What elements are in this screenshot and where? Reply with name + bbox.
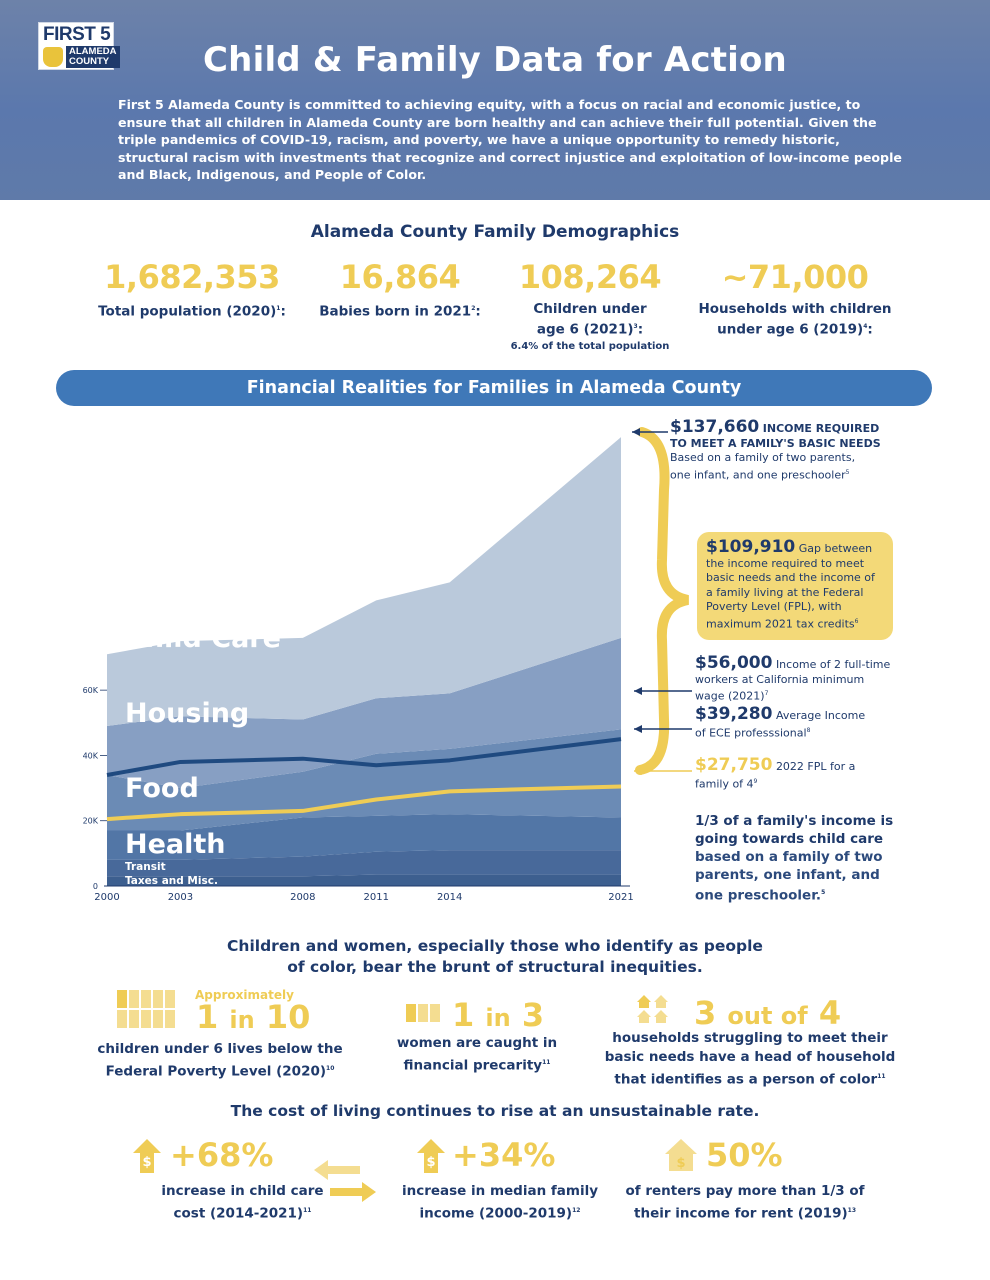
financial-area-chart: 2000 2003 2008 2011 2014 2021 0 20K 40K 60K Child… <box>83 427 692 903</box>
stat-value: ~71,000 <box>721 258 869 296</box>
stat-babies-born: 16,864 Babies born in 20212: <box>300 258 500 321</box>
stat-label: Households with children under age 6 (201… <box>698 301 892 338</box>
family-income-increase-label: increase in median family income (2000-20… <box>401 1183 599 1222</box>
child-care-increase-stat: +68% <box>170 1136 274 1174</box>
stat-label: Total population (2020)1: <box>98 303 286 320</box>
x-tick-label: 2008 <box>290 892 315 903</box>
y-tick-label: 0 <box>93 882 98 891</box>
one-in-three-stat: 1 in 3 <box>452 996 545 1034</box>
y-tick-label: 60K <box>83 686 99 695</box>
area-transit <box>107 850 621 877</box>
stat-total-population: 1,682,353 Total population (2020)1: <box>92 258 292 321</box>
area-label: Child Care <box>125 623 281 654</box>
ece-income-line <box>106 737 622 777</box>
dollar-up-arrow-icon-2: $ <box>417 1139 445 1173</box>
annotation-fpl: $27,750 2022 FPL for a family of 49 <box>695 755 856 791</box>
dollar-up-arrow-icon: $ <box>133 1139 161 1173</box>
houses-icon <box>637 995 668 1023</box>
svg-text:$: $ <box>426 1155 435 1170</box>
approximately-label: Approximately <box>195 988 294 1002</box>
logo-text: FIRST 5 <box>43 24 111 45</box>
x-tick-label: 2021 <box>608 892 633 903</box>
annotation-income-required: $137,660 INCOME REQUIRED TO MEET A FAMIL… <box>670 417 881 482</box>
page-title: Child & Family Data for Action <box>203 40 787 80</box>
intro-paragraph: First 5 Alameda County is committed to a… <box>118 97 902 183</box>
stat-sub: 6.4% of the total population <box>510 340 670 352</box>
child-care-increase-label: increase in child care cost (2014-2021)11 <box>161 1183 324 1222</box>
area-label: Transit <box>125 861 166 873</box>
area-child-care <box>107 437 621 727</box>
three-of-four-stat: 3 out of 4 <box>694 994 842 1032</box>
area-label: Food <box>125 773 199 804</box>
one-in-ten-stat: 1 in 10 <box>196 998 311 1036</box>
child-care-share-note: 1/3 of a family's income is going toward… <box>695 813 894 904</box>
arrow-ece-head <box>634 725 642 733</box>
one-in-ten-label: children under 6 lives below the Federal … <box>97 1041 343 1080</box>
svg-text:$: $ <box>676 1156 685 1171</box>
hand-icon <box>43 47 63 67</box>
y-tick-label: 40K <box>83 751 99 760</box>
y-tick-label: 20K <box>83 817 99 826</box>
renters-label: of renters pay more than 1/3 of their inc… <box>625 1183 865 1222</box>
area-label: Housing <box>125 698 249 729</box>
area-health <box>107 814 621 860</box>
arrow-required-head <box>632 428 640 436</box>
financial-banner: Financial Realities for Families in Alam… <box>56 370 932 406</box>
stat-label: Babies born in 20212: <box>319 303 481 320</box>
exchange-arrows-icon <box>314 1160 376 1202</box>
stat-value: 1,682,353 <box>104 258 280 296</box>
stat-label: Children under age 6 (2021)3: <box>533 301 647 338</box>
area-taxes-and-misc- <box>107 874 621 886</box>
annotation-gap-box: $109,910 Gap between the income required… <box>697 532 893 640</box>
area-housing <box>107 637 621 789</box>
demographics-title: Alameda County Family Demographics <box>310 222 680 242</box>
header-section: FIRST 5 ALAMEDA COUNTY Child & Family Dat… <box>0 0 990 200</box>
women-icon <box>406 1004 446 1022</box>
renters-stat: 50% <box>706 1136 783 1174</box>
x-tick-label: 2011 <box>364 892 389 903</box>
gap-brace <box>635 427 690 775</box>
inequities-title: Children and women, especially those who… <box>227 937 763 976</box>
annotation-min-wage: $56,000 Income of 2 full-time workers at… <box>695 653 891 703</box>
fpl-line <box>106 784 622 822</box>
arrow-min-wage-head <box>634 687 642 695</box>
logo-county: ALAMEDA COUNTY <box>66 46 120 68</box>
svg-text:$: $ <box>142 1155 151 1170</box>
x-tick-label: 2000 <box>94 892 119 903</box>
area-label: Taxes and Misc. <box>125 875 218 887</box>
one-in-three-label: women are caught in financial precarity11 <box>396 1035 558 1074</box>
area-label: Health <box>125 829 226 860</box>
family-income-increase-stat: +34% <box>452 1136 556 1174</box>
cost-title: The cost of living continues to rise at … <box>230 1102 760 1120</box>
stat-households: ~71,000 Households with children under ag… <box>680 258 910 339</box>
x-tick-label: 2003 <box>168 892 193 903</box>
annotation-ece-income: $39,280 Average Income of ECE professsio… <box>695 704 866 740</box>
x-tick-label: 2014 <box>437 892 462 903</box>
stat-value: 108,264 <box>518 258 662 296</box>
arrow-fpl-head <box>634 767 642 775</box>
three-of-four-label: households struggling to meet their basic… <box>604 1030 896 1088</box>
stat-value: 16,864 <box>339 258 461 296</box>
children-icon <box>117 990 181 1028</box>
stat-children-under-6: 108,264 Children under age 6 (2021)3: 6.4… <box>490 258 690 352</box>
house-dollar-icon: $ <box>665 1139 697 1171</box>
first5-logo: FIRST 5 ALAMEDA COUNTY <box>38 22 120 70</box>
